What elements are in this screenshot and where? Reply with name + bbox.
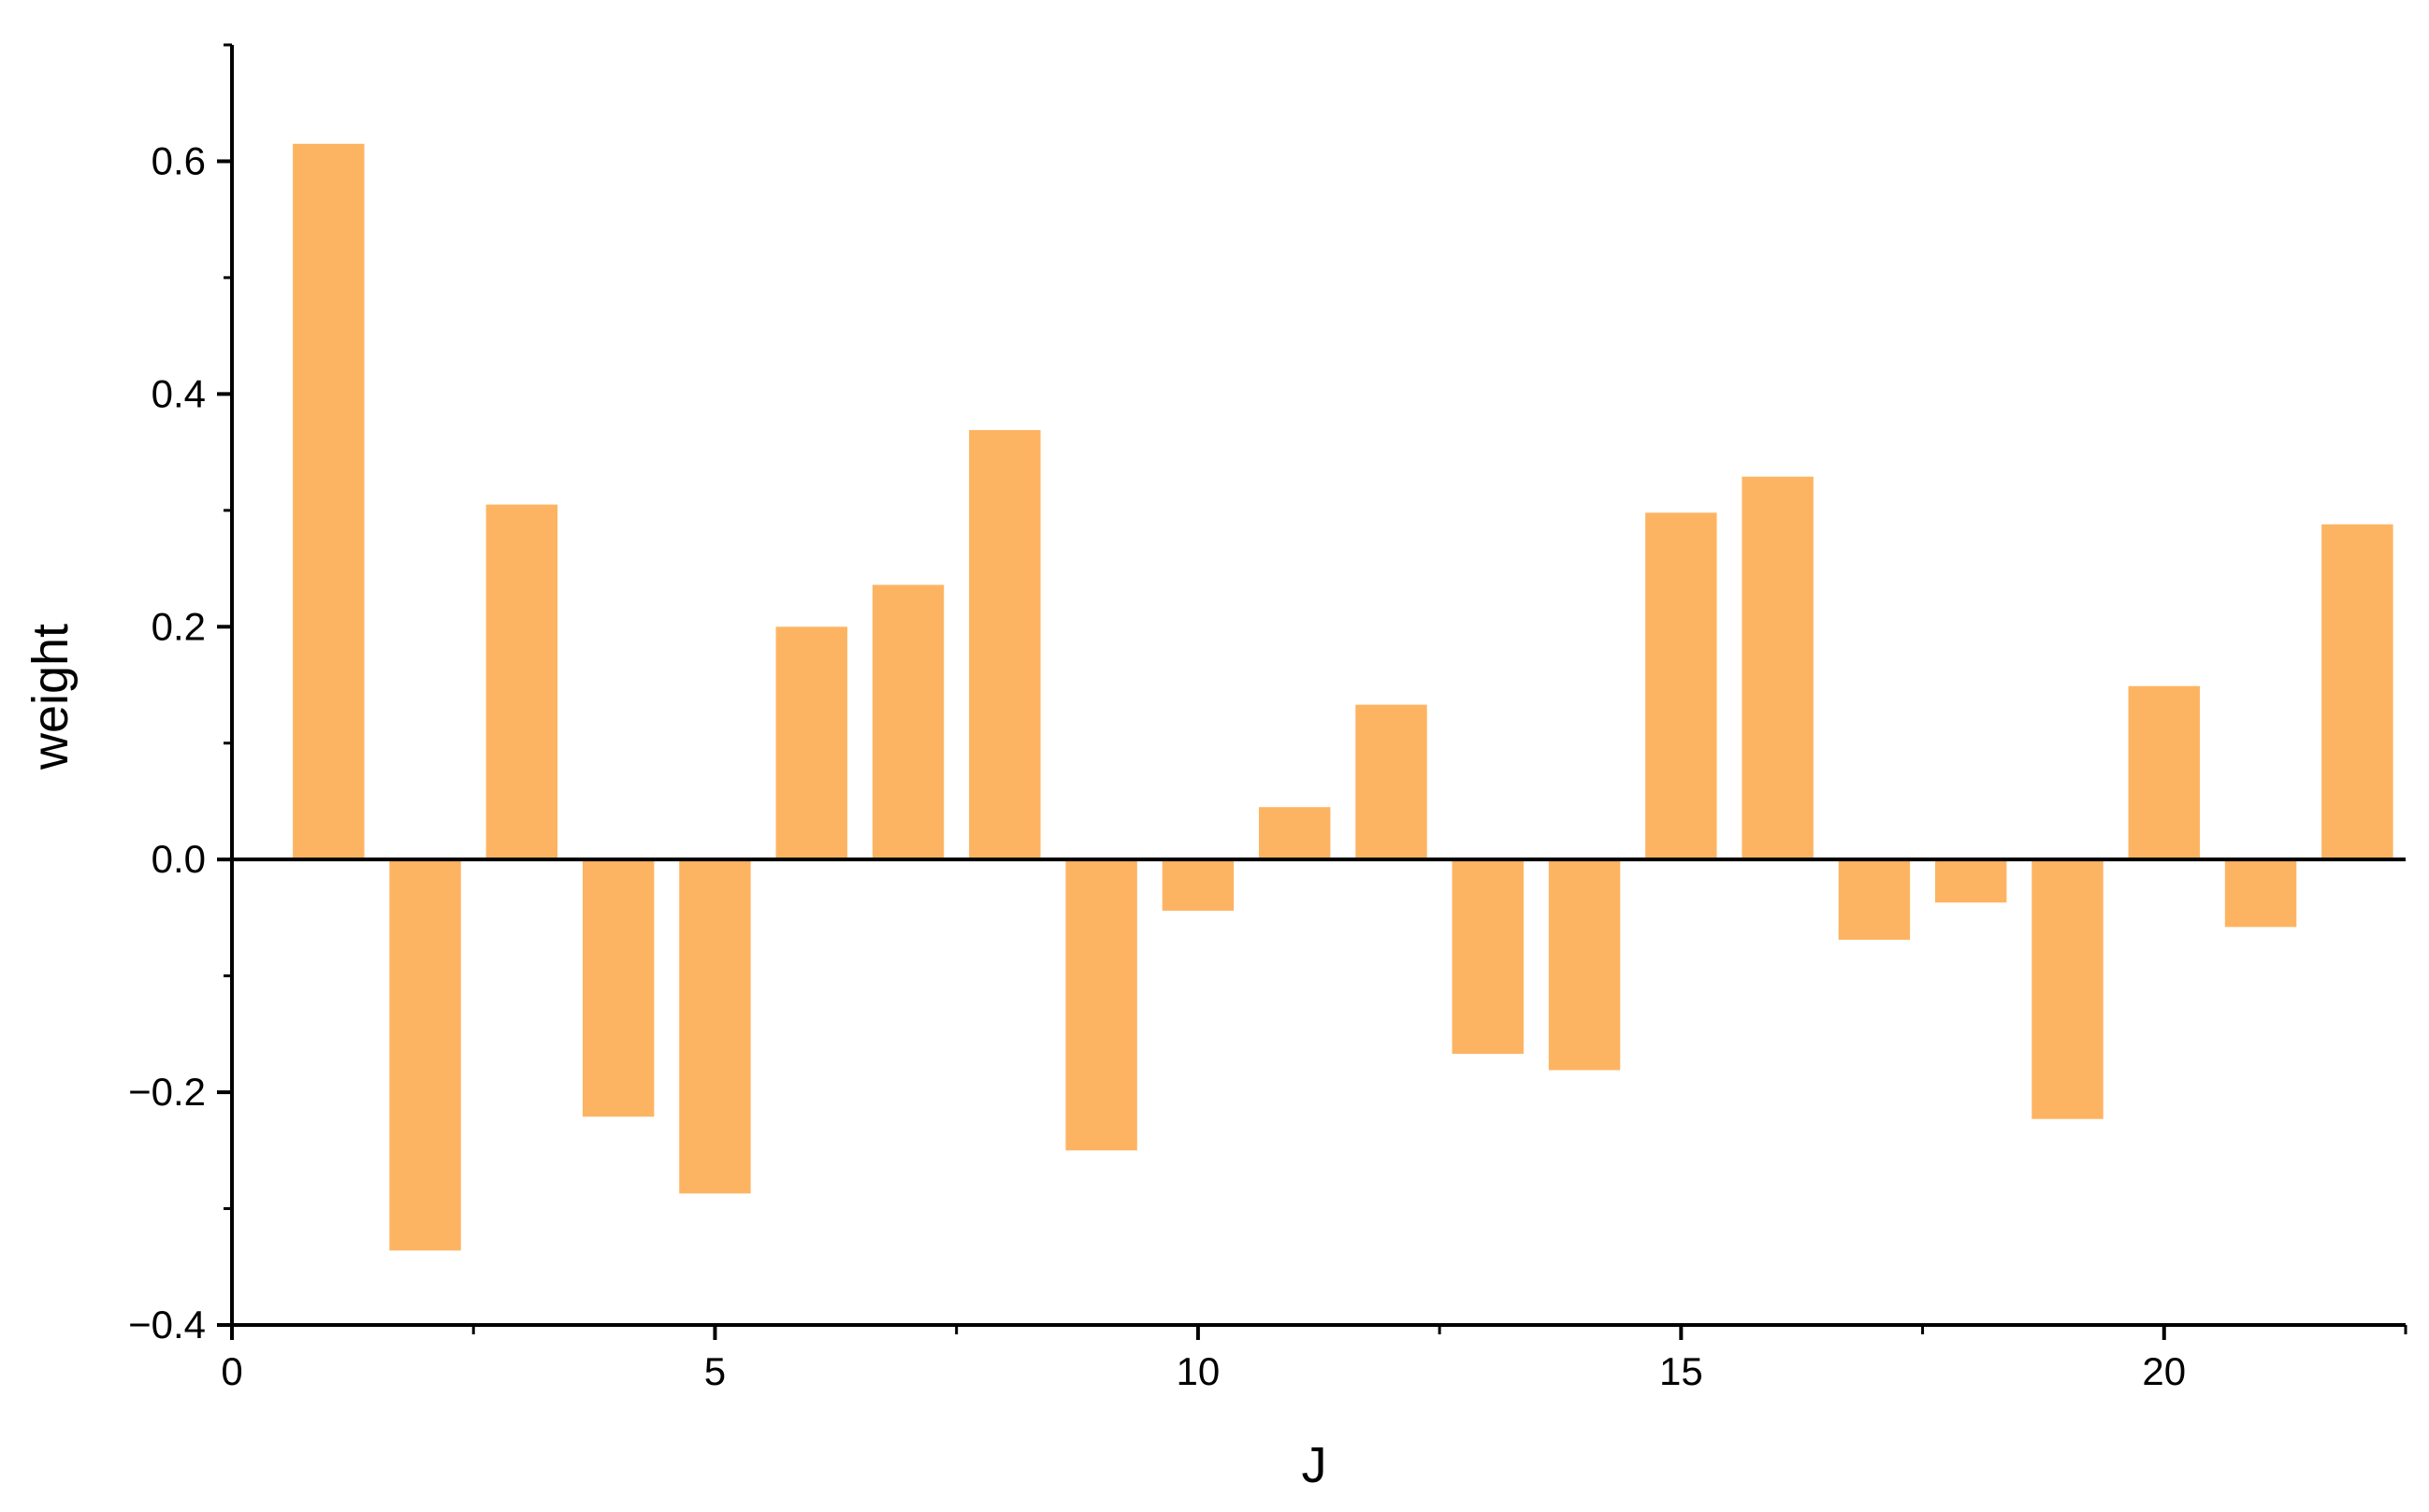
x-axis-title: J	[1302, 1437, 1327, 1493]
x-tick-label: 10	[1177, 1349, 1221, 1393]
bar-3	[485, 504, 558, 860]
bar-6	[775, 626, 847, 860]
bar-15	[1645, 512, 1717, 860]
y-axis-title: weight	[22, 624, 79, 770]
y-tick-label: −0.2	[128, 1070, 206, 1114]
bar-17	[1838, 859, 1911, 941]
y-tick-label: −0.4	[128, 1303, 206, 1346]
bar-9	[1065, 859, 1137, 1151]
bar-21	[2224, 859, 2297, 928]
bar-10	[1162, 859, 1235, 911]
bar-20	[2128, 685, 2200, 860]
bar-2	[389, 859, 461, 1251]
bar-5	[679, 859, 751, 1194]
y-tick-label: 0.4	[152, 371, 206, 415]
bar-22	[2321, 524, 2393, 860]
bar-16	[1742, 476, 1814, 860]
bar-19	[2031, 859, 2104, 1119]
bar-4	[582, 859, 655, 1117]
bar-13	[1452, 859, 1524, 1055]
y-tick-label: 0.0	[152, 837, 206, 881]
x-tick-label: 15	[1659, 1349, 1703, 1393]
bar-8	[969, 429, 1041, 860]
bar-1	[293, 143, 365, 860]
bar-11	[1258, 807, 1331, 860]
bar-12	[1355, 704, 1427, 860]
y-tick-label: 0.6	[152, 138, 206, 182]
axes-group	[217, 43, 2407, 1340]
x-tick-label: 5	[704, 1349, 726, 1393]
bar-7	[872, 584, 945, 860]
bars-group	[293, 143, 2393, 1251]
bar-18	[1934, 859, 2007, 903]
x-tick-label: 0	[221, 1349, 242, 1393]
x-tick-label: 20	[2142, 1349, 2186, 1393]
tick-labels-group: −0.4 −0.2 0.0 0.2 0.4 0.6 0 5 10 15 20	[128, 138, 2186, 1393]
y-tick-label: 0.2	[152, 604, 206, 648]
bar-14	[1548, 859, 1621, 1071]
